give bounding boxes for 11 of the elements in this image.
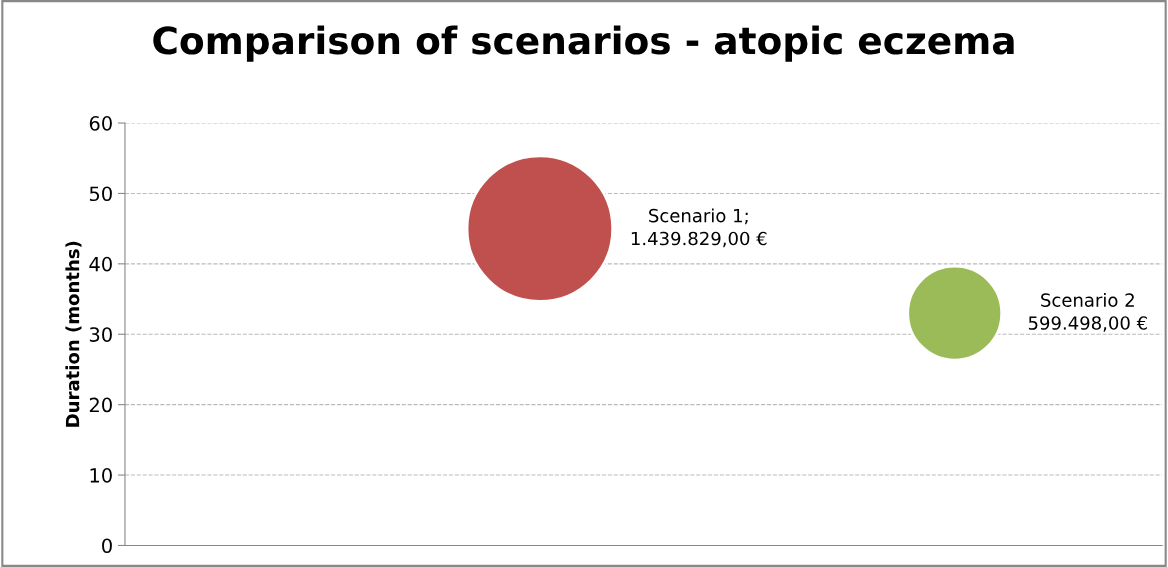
y-tick-label: 60 <box>89 115 112 131</box>
y-tick-label: 30 <box>89 327 112 342</box>
y-tick-label: 20 <box>89 397 112 413</box>
y-axis-title: Duration (months) <box>65 241 82 427</box>
y-tick-label: 0 <box>102 538 112 554</box>
data-label: Scenario 1; 1.439.829,00 € <box>631 208 767 248</box>
y-tick-label: 40 <box>89 256 112 272</box>
y-tick-label: 10 <box>90 468 112 483</box>
data-label: Scenario 2 599.498,00 € <box>1028 292 1147 332</box>
y-tick-label: 50 <box>89 186 112 202</box>
chart-title: Comparison of scenarios - atopic eczema <box>153 25 1014 62</box>
